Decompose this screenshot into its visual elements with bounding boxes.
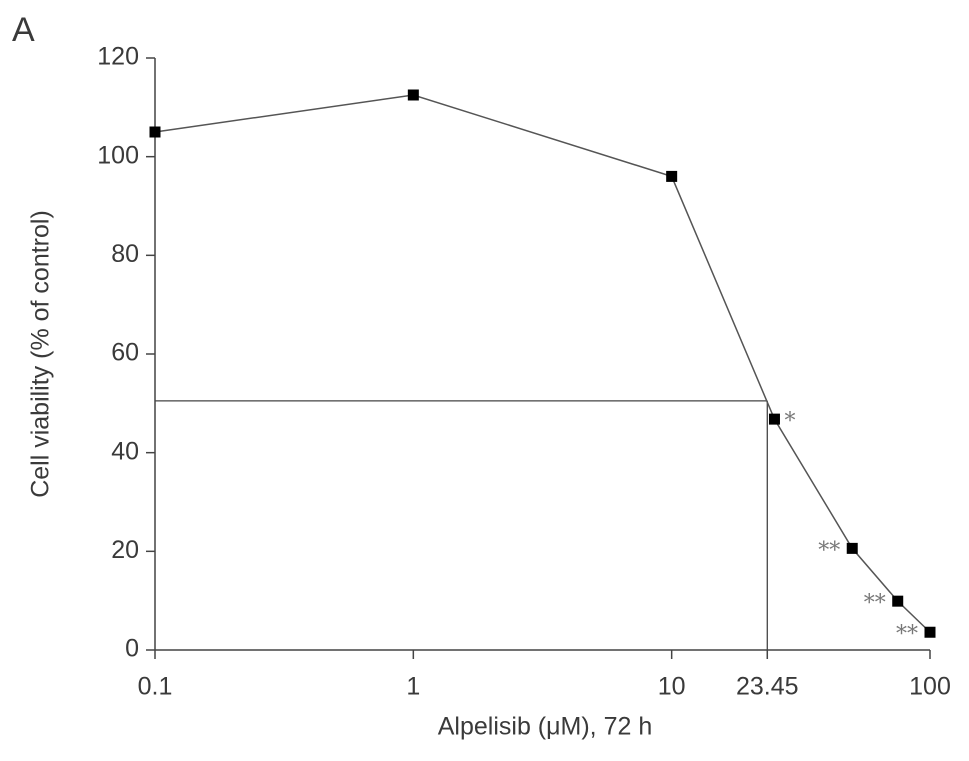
x-tick-label: 1 (406, 673, 420, 701)
y-axis-label: Cell viability (% of control) (27, 210, 55, 498)
y-tick-label: 100 (97, 141, 139, 169)
marker (846, 542, 858, 554)
marker (892, 595, 904, 607)
marker (924, 626, 936, 638)
x-tick-label: 100 (909, 673, 951, 701)
y-tick-label: 60 (111, 339, 139, 367)
significance-label: ** (818, 538, 840, 563)
panel-label: A (12, 11, 35, 49)
y-tick-label: 80 (111, 240, 139, 268)
y-tick-label: 20 (111, 536, 139, 564)
marker (666, 170, 678, 182)
x-tick-label: 0.1 (138, 673, 173, 701)
significance-label: * (784, 409, 795, 434)
x-tick-label: 10 (658, 673, 686, 701)
x-tick-label: 23.45 (736, 673, 799, 701)
y-tick-label: 40 (111, 437, 139, 465)
y-tick-label: 0 (125, 635, 139, 663)
y-tick-label: 120 (97, 43, 139, 71)
marker (407, 89, 419, 101)
marker (149, 126, 161, 138)
series-line (154, 94, 931, 633)
significance-label: ** (864, 591, 886, 616)
x-axis-label: Alpelisib (μM), 72 h (438, 713, 652, 741)
marker (768, 413, 780, 425)
significance-label: ** (896, 622, 918, 647)
